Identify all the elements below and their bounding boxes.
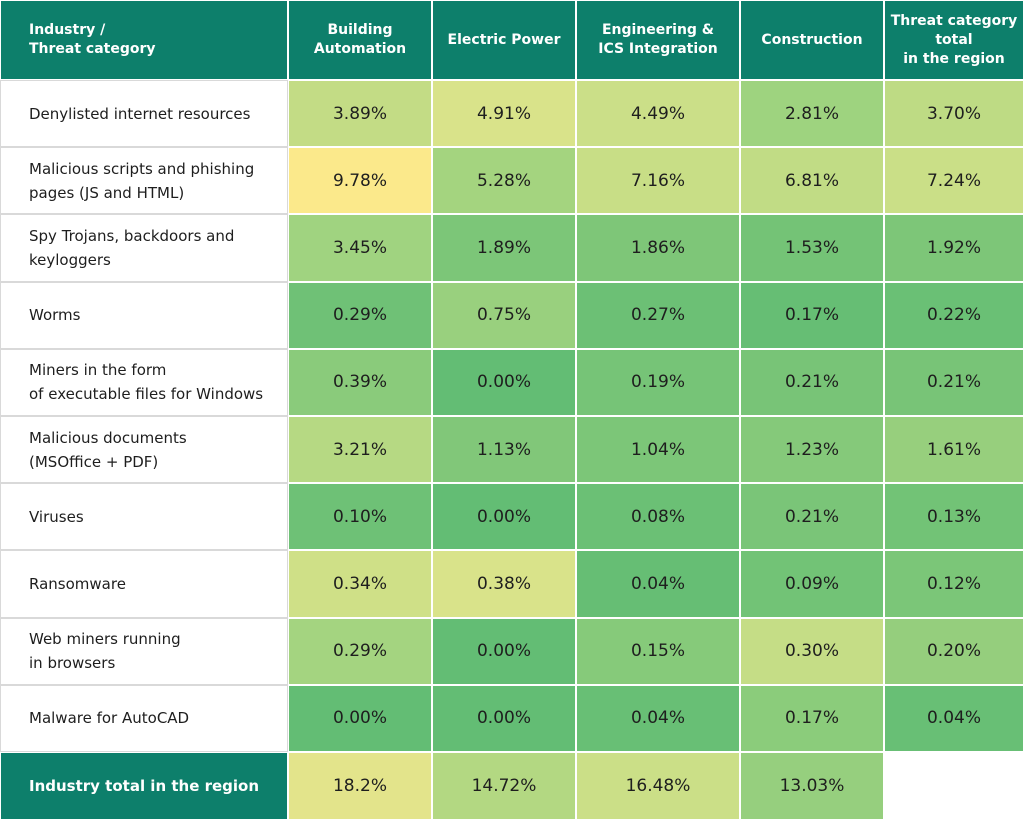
value-cell: 1.53% — [740, 214, 884, 282]
value-cell: 1.13% — [432, 416, 576, 484]
footer-cell: 16.48% — [576, 752, 740, 820]
value-cell: 0.39% — [288, 348, 432, 416]
value-cell: 0.27% — [576, 281, 740, 349]
value-cell: 0.00% — [432, 348, 576, 416]
value-cell: 0.00% — [288, 684, 432, 752]
value-cell: 6.81% — [740, 147, 884, 215]
value-cell: 0.21% — [740, 483, 884, 551]
value-cell: 0.00% — [432, 617, 576, 685]
value-cell: 7.16% — [576, 147, 740, 215]
value-cell: 0.12% — [884, 550, 1024, 618]
value-cell: 0.04% — [576, 550, 740, 618]
value-cell: 0.00% — [432, 684, 576, 752]
value-cell: 0.29% — [288, 617, 432, 685]
value-cell: 3.89% — [288, 80, 432, 148]
value-cell: 0.21% — [740, 348, 884, 416]
value-cell: 3.21% — [288, 416, 432, 484]
column-header: Building Automation — [288, 0, 432, 80]
value-cell: 9.78% — [288, 147, 432, 215]
value-cell: 7.24% — [884, 147, 1024, 215]
row-label: Malware for AutoCAD — [0, 684, 288, 752]
value-cell: 0.08% — [576, 483, 740, 551]
value-cell: 0.15% — [576, 617, 740, 685]
value-cell: 1.04% — [576, 416, 740, 484]
column-header: Electric Power — [432, 0, 576, 80]
value-cell: 0.17% — [740, 281, 884, 349]
value-cell: 1.86% — [576, 214, 740, 282]
value-cell: 4.91% — [432, 80, 576, 148]
row-label: Worms — [0, 281, 288, 349]
column-header: Construction — [740, 0, 884, 80]
row-label: Viruses — [0, 483, 288, 551]
value-cell: 0.09% — [740, 550, 884, 618]
row-label: Denylisted internet resources — [0, 80, 288, 148]
row-label: Ransomware — [0, 550, 288, 618]
value-cell: 1.92% — [884, 214, 1024, 282]
value-cell: 0.20% — [884, 617, 1024, 685]
row-label: Miners in the form of executable files f… — [0, 348, 288, 416]
footer-label: Industry total in the region — [0, 752, 288, 820]
value-cell: 3.45% — [288, 214, 432, 282]
value-cell: 1.23% — [740, 416, 884, 484]
row-label: Web miners running in browsers — [0, 617, 288, 685]
value-cell: 0.34% — [288, 550, 432, 618]
value-cell: 0.38% — [432, 550, 576, 618]
value-cell: 0.13% — [884, 483, 1024, 551]
column-header: Engineering & ICS Integration — [576, 0, 740, 80]
row-label: Malicious documents (MSOffice + PDF) — [0, 416, 288, 484]
value-cell: 0.19% — [576, 348, 740, 416]
empty-cell — [884, 752, 1024, 820]
footer-cell: 13.03% — [740, 752, 884, 820]
value-cell: 0.21% — [884, 348, 1024, 416]
row-label: Malicious scripts and phishing pages (JS… — [0, 147, 288, 215]
value-cell: 0.75% — [432, 281, 576, 349]
value-cell: 1.89% — [432, 214, 576, 282]
value-cell: 0.22% — [884, 281, 1024, 349]
value-cell: 1.61% — [884, 416, 1024, 484]
column-header: Industry / Threat category — [0, 0, 288, 80]
footer-cell: 18.2% — [288, 752, 432, 820]
value-cell: 0.04% — [884, 684, 1024, 752]
value-cell: 0.10% — [288, 483, 432, 551]
column-header: Threat category total in the region — [884, 0, 1024, 80]
value-cell: 0.17% — [740, 684, 884, 752]
value-cell: 3.70% — [884, 80, 1024, 148]
value-cell: 0.00% — [432, 483, 576, 551]
row-label: Spy Trojans, backdoors and keyloggers — [0, 214, 288, 282]
value-cell: 0.04% — [576, 684, 740, 752]
value-cell: 0.29% — [288, 281, 432, 349]
value-cell: 0.30% — [740, 617, 884, 685]
value-cell: 5.28% — [432, 147, 576, 215]
footer-cell: 14.72% — [432, 752, 576, 820]
value-cell: 2.81% — [740, 80, 884, 148]
value-cell: 4.49% — [576, 80, 740, 148]
